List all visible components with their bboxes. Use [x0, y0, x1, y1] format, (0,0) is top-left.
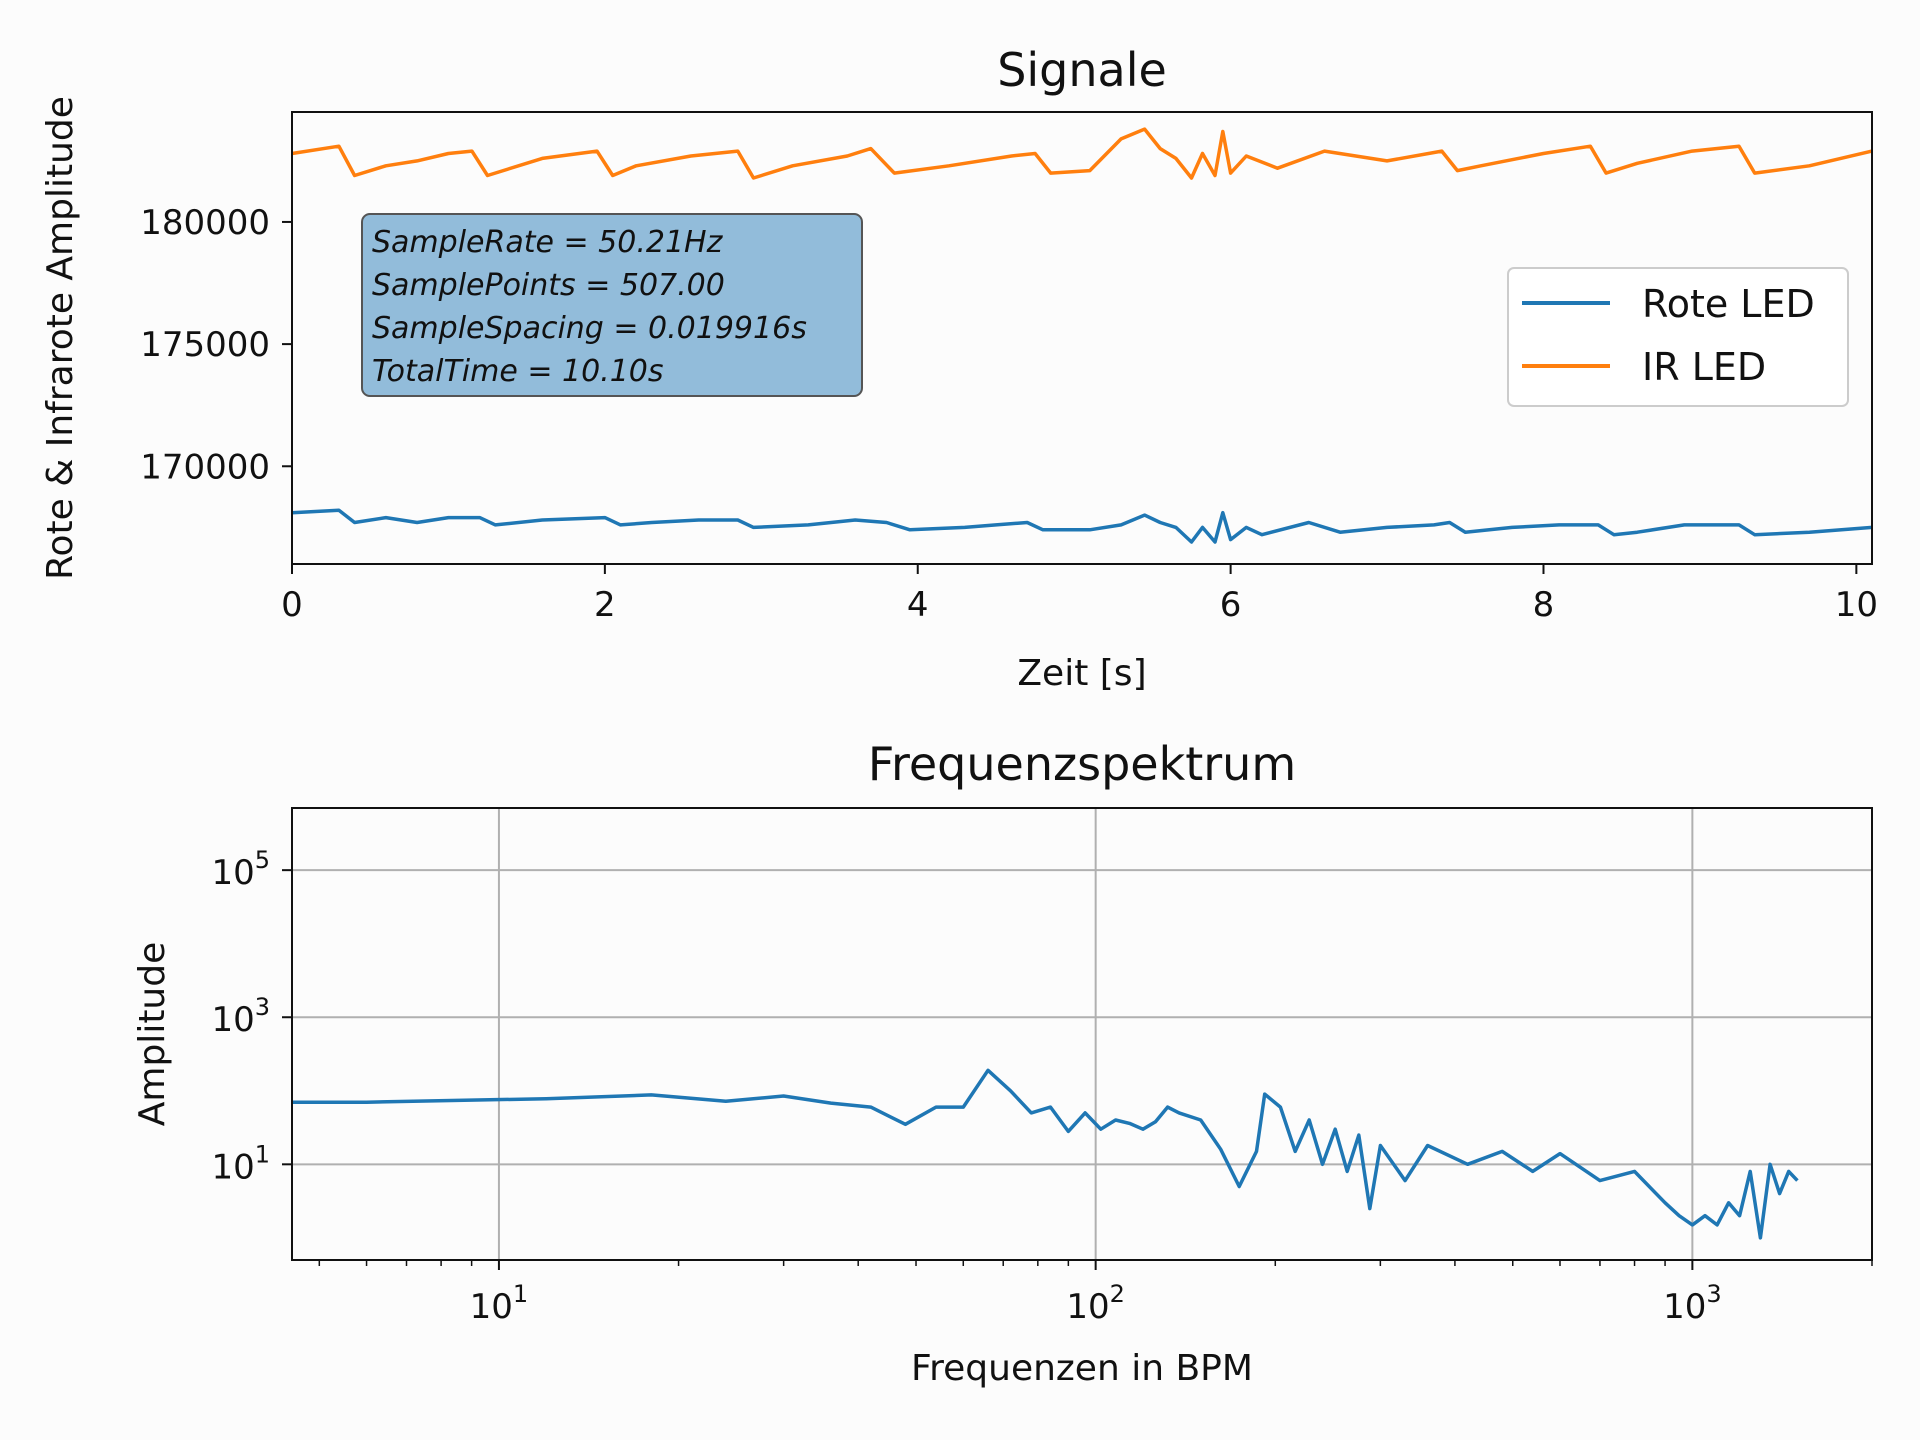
spectrum-series-line — [292, 1068, 1799, 1240]
signal-x-tick-label: 2 — [594, 585, 616, 625]
info-total-time: TotalTime = 10.10s — [372, 354, 664, 389]
signal-x-axis-label: Zeit [s] — [1017, 653, 1146, 694]
signal-y-tick-label: 175000 — [140, 325, 270, 365]
spectrum-y-axis-label: Amplitude — [132, 942, 173, 1126]
spectrum-x-tick-label: 102 — [1066, 1280, 1125, 1327]
signal-series-line-rote-led — [291, 508, 1873, 544]
spectrum-y-tick-label: 101 — [211, 1140, 270, 1187]
signal-plot-frame — [291, 111, 1873, 565]
signal-x-tick-label: 0 — [281, 585, 303, 625]
spectrum-y-tick-label: 105 — [211, 846, 270, 893]
signal-x-tick-label: 6 — [1220, 585, 1242, 625]
signal-y-tick-label: 170000 — [140, 447, 270, 487]
spectrum-ticks: 101 102 103 101 103 105 — [211, 846, 1873, 1327]
signal-x-tick-label: 4 — [907, 585, 929, 625]
spectrum-y-tick-label: 103 — [211, 993, 270, 1040]
spectrum-series-layer — [292, 1068, 1799, 1240]
info-box-background — [361, 213, 863, 397]
signal-chart: Signale 0 2 4 6 8 10 170000 175000 180000 Zeit [… — [40, 43, 1878, 694]
signal-series-layer — [291, 127, 1873, 544]
spectrum-plot-frame — [291, 807, 1873, 1261]
info-sample-rate: SampleRate = 50.21Hz — [372, 225, 724, 260]
signal-y-tick-label: 180000 — [140, 203, 270, 243]
spectrum-chart: Frequenzspektrum 101 102 103 101 103 105 Freq… — [132, 737, 1873, 1389]
spectrum-chart-title: Frequenzspektrum — [868, 737, 1296, 791]
legend-label-rote-led: Rote LED — [1642, 282, 1815, 326]
signal-series-line-ir-led — [291, 127, 1873, 180]
signal-chart-title: Signale — [997, 43, 1167, 97]
spectrum-x-tick-label: 101 — [470, 1280, 529, 1327]
spectrum-x-tick-label: 103 — [1663, 1280, 1722, 1327]
legend-label-ir-led: IR LED — [1642, 345, 1766, 389]
signal-ticks: 0 2 4 6 8 10 170000 175000 180000 — [140, 203, 1878, 625]
legend: Rote LED IR LED — [1507, 267, 1849, 407]
info-box: SampleRate = 50.21Hz SamplePoints = 507.… — [361, 213, 863, 397]
spectrum-grid — [292, 808, 1872, 1260]
signal-x-tick-label: 10 — [1835, 585, 1878, 625]
spectrum-x-axis-label: Frequenzen in BPM — [911, 1348, 1253, 1389]
signal-x-tick-label: 8 — [1533, 585, 1555, 625]
info-sample-spacing: SampleSpacing = 0.019916s — [372, 311, 807, 346]
signal-y-axis-label: Rote & Infrarote Amplitude — [40, 96, 81, 580]
info-sample-points: SamplePoints = 507.00 — [372, 268, 725, 303]
